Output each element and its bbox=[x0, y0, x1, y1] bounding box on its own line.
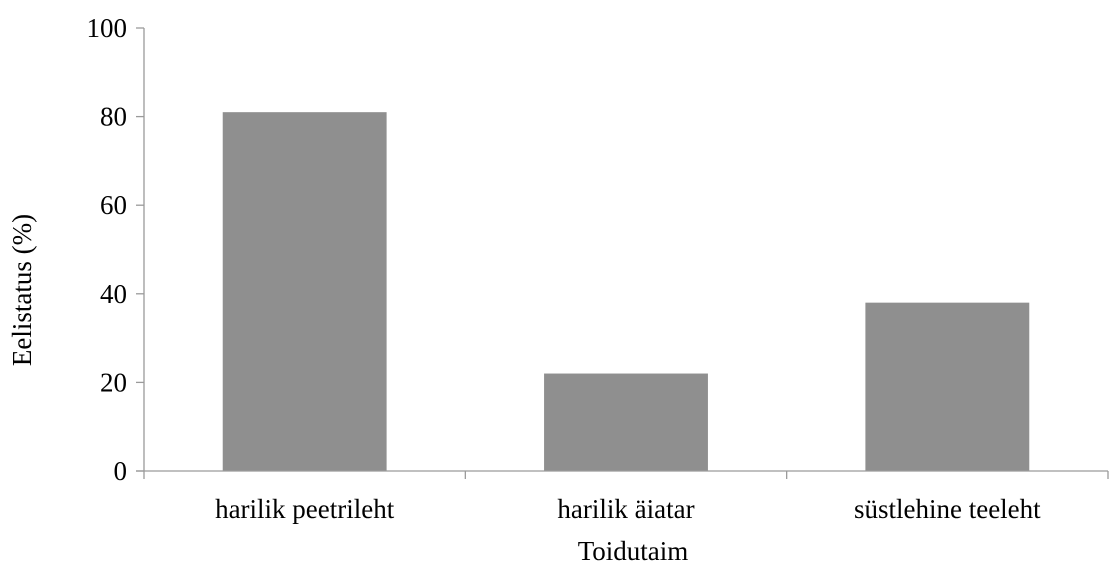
y-axis-ticks: 0 20 40 60 80 100 bbox=[87, 13, 144, 486]
x-axis-ticks: harilik peetrileht harilik äiatar süstlehi… bbox=[143, 471, 1109, 524]
bar bbox=[865, 302, 1030, 471]
y-tick-label: 20 bbox=[100, 367, 127, 397]
x-tick-label: süstlehine teeleht bbox=[854, 494, 1041, 524]
y-tick-label: 0 bbox=[114, 456, 128, 486]
y-tick-label: 80 bbox=[100, 102, 127, 132]
bar bbox=[222, 112, 387, 472]
y-tick-label: 40 bbox=[100, 279, 127, 309]
x-axis-title: Toidutaim bbox=[578, 536, 689, 566]
x-tick-label: harilik äiatar bbox=[557, 494, 694, 524]
x-tick-label: harilik peetrileht bbox=[215, 494, 395, 524]
y-tick-label: 60 bbox=[100, 190, 127, 220]
bars bbox=[222, 112, 1030, 472]
y-tick-label: 100 bbox=[87, 13, 128, 43]
bar bbox=[544, 373, 708, 471]
y-axis-title: Eelistatus (%) bbox=[7, 214, 37, 366]
